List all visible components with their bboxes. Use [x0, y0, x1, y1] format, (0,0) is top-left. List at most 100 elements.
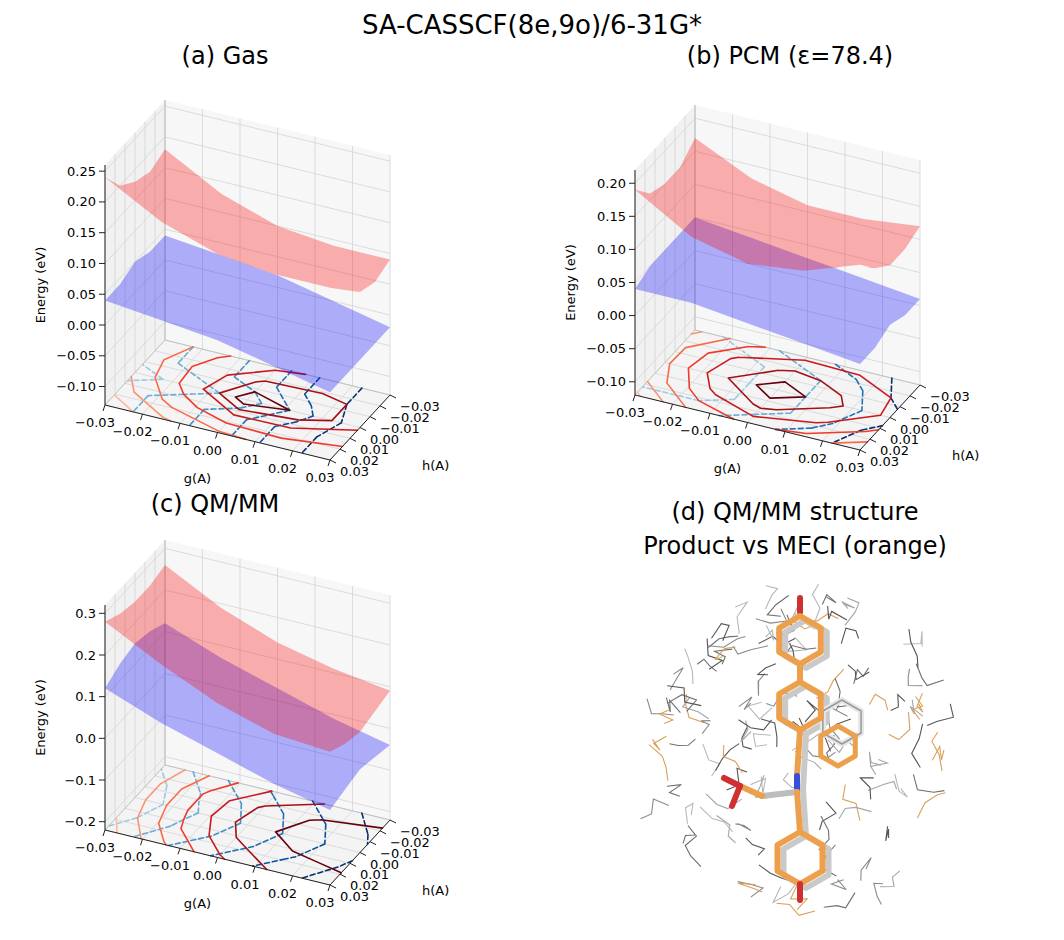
- tick: [216, 433, 218, 439]
- tick-label: −0.01: [150, 858, 190, 873]
- x-axis: [105, 830, 330, 885]
- tick: [103, 830, 105, 836]
- environment-stick: [839, 807, 872, 818]
- environment-stick: [842, 602, 855, 609]
- environment-stick: [912, 697, 922, 720]
- contour-line: [832, 378, 898, 443]
- grid-line: [165, 106, 390, 161]
- panel-title: (b) PCM (ε=78.4): [687, 42, 893, 70]
- tick: [103, 405, 105, 411]
- environment-stick: [845, 598, 859, 625]
- tick: [330, 885, 336, 888]
- tick-label: −0.2: [64, 814, 96, 829]
- tick-label: −0.03: [605, 405, 645, 420]
- environment-stick: [641, 799, 669, 819]
- tick: [178, 423, 180, 429]
- tick: [99, 355, 105, 356]
- tick-label: −0.10: [586, 374, 626, 389]
- panel-title: (d) QM/MM structure: [671, 498, 918, 526]
- tick: [858, 450, 860, 456]
- tick-label: −0.03: [75, 840, 115, 855]
- tick: [350, 438, 356, 441]
- tick: [370, 417, 376, 420]
- tick: [330, 460, 336, 463]
- tick: [253, 867, 255, 873]
- environment-stick: [860, 778, 873, 800]
- environment-stick: [766, 586, 778, 609]
- environment-stick: [848, 665, 869, 680]
- axis-title: h(A): [952, 448, 979, 463]
- tick: [920, 385, 926, 388]
- environment-stick: [741, 721, 751, 742]
- contour-line: [756, 382, 805, 398]
- tick: [141, 414, 143, 420]
- contour-line: [159, 776, 210, 845]
- axis-title: h(A): [422, 883, 449, 898]
- tick: [821, 441, 823, 447]
- axis-title: Energy (eV): [563, 244, 578, 321]
- environment-stick: [777, 903, 816, 915]
- grid-line: [390, 155, 391, 395]
- tick-label: 0.00: [193, 868, 222, 883]
- tick-label: 0.00: [723, 433, 752, 448]
- environment-stick: [647, 699, 674, 715]
- tick: [629, 381, 635, 382]
- environment-stick: [843, 785, 860, 821]
- environment-stick: [649, 745, 668, 781]
- grid-line: [105, 405, 330, 460]
- tick: [99, 263, 105, 264]
- tick-label: −0.02: [113, 424, 153, 439]
- panel: (c) QM/MM−0.03−0.02−0.010.000.010.020.03…: [33, 490, 449, 911]
- tick: [328, 885, 330, 891]
- tick-label: 0.03: [836, 460, 865, 475]
- tick-label: 0.10: [67, 256, 96, 271]
- contour-line: [168, 780, 241, 845]
- tick-label: 0.01: [761, 442, 790, 457]
- energy-surface: [105, 149, 390, 297]
- tick-label: −0.10: [56, 379, 96, 394]
- contour-line: [276, 820, 383, 873]
- grid-line: [125, 808, 350, 863]
- tick-label: 0.20: [67, 194, 96, 209]
- grid-line: [105, 605, 106, 830]
- tick: [870, 439, 876, 442]
- tick-label: 0.15: [67, 225, 96, 240]
- contour-line: [235, 804, 324, 870]
- environment-stick: [735, 602, 747, 633]
- environment-stick: [685, 836, 701, 867]
- tick-label: 0.03: [306, 470, 335, 485]
- axis-title: g(A): [714, 461, 741, 476]
- environment-stick: [766, 625, 774, 640]
- tick: [910, 396, 916, 399]
- figure-title: SA-CASSCF(8e,9o)/6-31G*: [362, 10, 702, 40]
- contour-line: [728, 370, 843, 409]
- contour-line: [235, 392, 289, 410]
- environment-stick: [869, 752, 881, 767]
- contour-line: [131, 377, 170, 421]
- tick-label: 0.0: [75, 731, 96, 746]
- grid-line: [390, 595, 391, 820]
- contour-line: [648, 332, 703, 402]
- tick-label: −0.01: [680, 423, 720, 438]
- tick: [340, 449, 346, 452]
- tick-label: 0.05: [67, 287, 96, 302]
- environment-stick: [667, 686, 701, 706]
- contour-line: [253, 801, 326, 866]
- environment-stick: [758, 674, 765, 696]
- pane-edge: [635, 330, 695, 395]
- tick: [253, 442, 255, 448]
- bond: [797, 730, 800, 776]
- panel-title: (c) QM/MM: [151, 490, 280, 518]
- environment-stick: [886, 826, 889, 841]
- pane-edge: [105, 765, 165, 830]
- panel: (b) PCM (ε=78.4)−0.03−0.02−0.010.000.010…: [563, 42, 979, 476]
- environment-stick: [773, 883, 796, 902]
- tick-label: 0.01: [231, 877, 260, 892]
- tick: [291, 451, 293, 457]
- tick-label: −0.03: [75, 415, 115, 430]
- tick-label: 0.00: [193, 443, 222, 458]
- tick: [99, 294, 105, 295]
- grid-line: [105, 106, 165, 171]
- contour-line: [155, 347, 246, 440]
- environment-stick: [708, 637, 746, 648]
